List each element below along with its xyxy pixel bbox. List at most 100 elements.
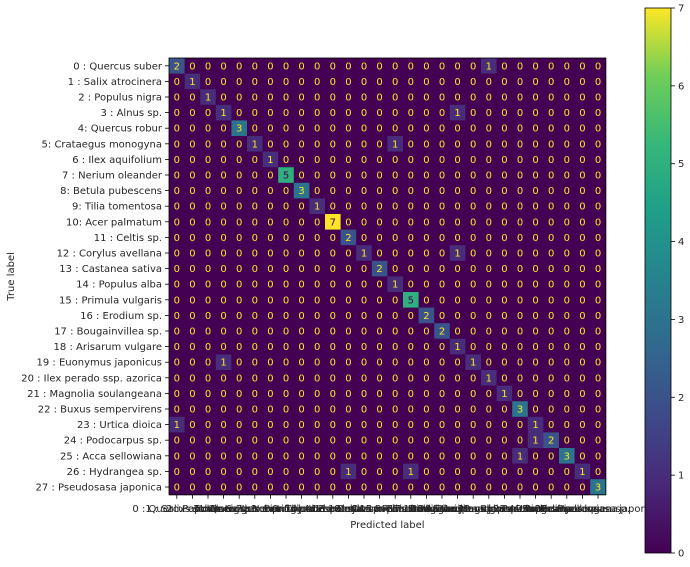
cell-value-label: 0 [548, 217, 554, 228]
matrix-cell [527, 167, 544, 184]
cell-value-label: 1 [532, 436, 538, 447]
cell-value-label: 0 [174, 405, 180, 416]
matrix-cell [231, 276, 248, 293]
y-tick-label: 0 : Quercus suber [73, 61, 163, 72]
matrix-cell [215, 338, 232, 355]
cell-value-label: 0 [205, 202, 211, 213]
cell-value-label: 0 [298, 405, 304, 416]
cell-value-label: 0 [189, 451, 195, 462]
matrix-cell [543, 385, 560, 402]
x-tick-label: 13 : Castanea sativa [328, 504, 431, 515]
matrix-cell [496, 432, 513, 449]
matrix-cell [418, 448, 435, 464]
y-tick-label: 16 : Erodium sp. [80, 311, 162, 322]
matrix-cell [200, 120, 217, 137]
cell-value-label: 0 [517, 311, 523, 322]
cell-value-label: 0 [595, 405, 601, 416]
matrix-cell [215, 120, 232, 137]
matrix-cell [418, 416, 435, 433]
cell-value-label: 1 [454, 108, 460, 119]
matrix-cell [434, 58, 451, 74]
matrix-cell [184, 151, 201, 168]
cell-value-label: 1 [252, 139, 258, 150]
cell-value-label: 0 [532, 405, 538, 416]
cell-value-label: 0 [517, 202, 523, 213]
cell-value-label: 0 [470, 61, 476, 72]
cell-value-label: 0 [517, 93, 523, 104]
matrix-cell [527, 370, 544, 386]
matrix-cell [200, 463, 217, 480]
cell-value-label: 0 [454, 483, 460, 494]
matrix-cell [590, 229, 607, 246]
cell-value-label: 0 [564, 249, 570, 260]
matrix-cell [465, 136, 482, 152]
matrix-cell [543, 338, 560, 355]
cell-value-label: 0 [486, 139, 492, 150]
matrix-cell [247, 229, 263, 246]
matrix-cell [293, 214, 310, 230]
y-tick-label: 19 : Euonymus japonicus [37, 358, 162, 369]
cell-value-label: 0 [486, 311, 492, 322]
cell-value-label: 0 [501, 186, 507, 197]
x-tick-label: 4: Quercus robur [197, 504, 282, 515]
cell-value-label: 1 [579, 467, 585, 478]
cell-value-label: 0 [470, 327, 476, 338]
cell-value-label: 0 [345, 93, 351, 104]
matrix-cell [340, 229, 357, 246]
matrix-cell [403, 167, 419, 184]
cell-value-label: 0 [439, 264, 445, 275]
matrix-cell [340, 354, 357, 371]
cell-value-label: 0 [252, 483, 258, 494]
matrix-cell [434, 151, 451, 168]
colorbar-tick-label: 1 [678, 471, 684, 482]
x-tick-label: 6 : Ilex aquifolium [226, 504, 316, 515]
matrix-cell [496, 479, 513, 496]
matrix-cell [200, 151, 217, 168]
cell-value-label: 0 [314, 186, 320, 197]
matrix-cell [590, 214, 607, 230]
cell-value-label: 0 [205, 108, 211, 119]
cell-value-label: 0 [548, 77, 554, 88]
cell-value-label: 0 [314, 217, 320, 228]
cell-value-label: 0 [532, 249, 538, 260]
matrix-cell [184, 463, 201, 480]
matrix-cell [247, 182, 263, 199]
cell-value-label: 3 [564, 451, 570, 462]
matrix-cell [278, 136, 295, 152]
cell-value-label: 0 [220, 217, 226, 228]
matrix-cell [559, 167, 575, 184]
matrix-cell [169, 151, 185, 168]
matrix-cell [293, 182, 310, 199]
cell-value-label: 0 [579, 483, 585, 494]
cell-value-label: 0 [314, 108, 320, 119]
matrix-cell [340, 120, 357, 137]
cell-value-label: 0 [298, 373, 304, 384]
matrix-cell [356, 370, 373, 386]
cell-value-label: 0 [298, 155, 304, 166]
cell-value-label: 0 [595, 342, 601, 353]
cell-value-label: 1 [189, 77, 195, 88]
cell-value-label: 0 [330, 373, 336, 384]
matrix-cell [403, 229, 419, 246]
cell-value-label: 0 [548, 108, 554, 119]
cell-value-label: 0 [236, 342, 242, 353]
cell-value-label: 0 [392, 108, 398, 119]
matrix-cell [465, 338, 482, 355]
cell-value-label: 0 [564, 233, 570, 244]
matrix-cell [371, 198, 388, 215]
cell-value-label: 0 [236, 389, 242, 400]
x-tick-label: 0 : Quercus suber [132, 504, 222, 515]
matrix-cell [481, 104, 497, 121]
cell-value-label: 0 [267, 405, 273, 416]
matrix-cell [527, 229, 544, 246]
matrix-cell [200, 432, 217, 449]
cell-value-label: 0 [376, 436, 382, 447]
matrix-cell [293, 58, 310, 74]
cell-value-label: 0 [330, 389, 336, 400]
cell-value-label: 0 [376, 467, 382, 478]
cell-value-label: 0 [267, 280, 273, 291]
cell-value-label: 0 [564, 342, 570, 353]
cell-value-label: 0 [376, 311, 382, 322]
cell-value-label: 0 [423, 186, 429, 197]
matrix-cell [434, 416, 451, 433]
